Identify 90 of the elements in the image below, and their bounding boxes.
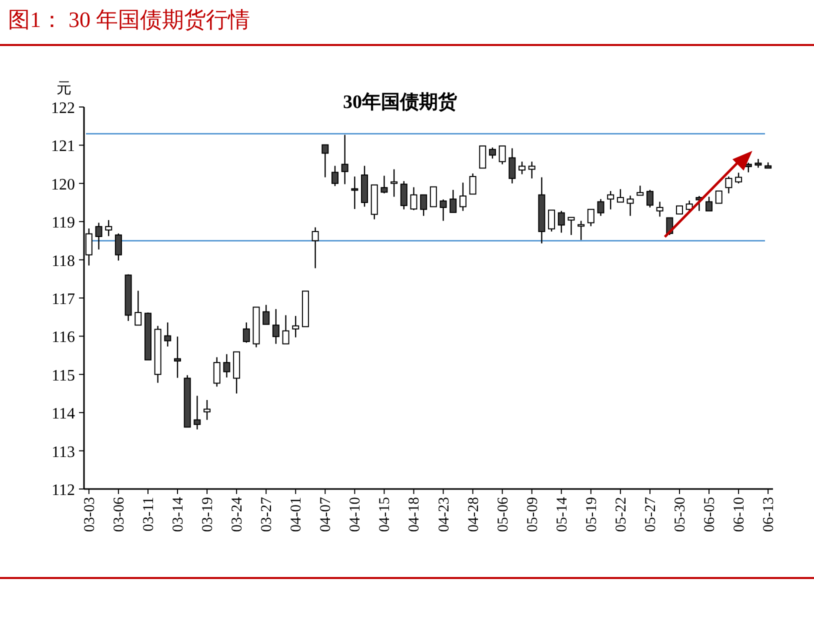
candlestick bbox=[390, 168, 398, 198]
y-tick-label: 117 bbox=[52, 291, 75, 308]
candlestick bbox=[459, 182, 466, 212]
x-tick-label: 06-10 bbox=[732, 497, 748, 532]
candlestick bbox=[706, 196, 713, 212]
candlestick bbox=[488, 146, 496, 160]
y-tick-label: 118 bbox=[52, 252, 75, 270]
candlestick bbox=[351, 176, 358, 210]
y-tick-label: 114 bbox=[52, 406, 75, 423]
x-tick-label: 05-27 bbox=[642, 496, 659, 532]
candlestick bbox=[587, 208, 594, 227]
y-tick-label: 121 bbox=[51, 138, 75, 156]
candlestick bbox=[292, 315, 300, 338]
x-tick-label: 04-01 bbox=[288, 497, 305, 532]
x-tick-label: 03-11 bbox=[140, 497, 157, 532]
candlestick bbox=[646, 189, 654, 208]
candlestick bbox=[430, 186, 437, 208]
candlestick bbox=[95, 222, 102, 250]
x-tick-label: 05-19 bbox=[584, 497, 600, 532]
x-tick-label: 05-06 bbox=[495, 496, 512, 532]
candlestick bbox=[204, 399, 211, 420]
y-tick-label: 115 bbox=[52, 367, 75, 384]
candlestick bbox=[242, 322, 250, 344]
candlestick bbox=[400, 180, 408, 210]
x-tick-label: 04-28 bbox=[466, 497, 482, 532]
candlestick bbox=[174, 336, 182, 378]
candlestick bbox=[272, 308, 280, 344]
candlestick bbox=[312, 226, 319, 269]
candlestick bbox=[715, 190, 722, 204]
chart-title: 图1： 30 年国债期货行情 bbox=[8, 7, 250, 32]
x-tick-label: 06-05 bbox=[702, 497, 718, 532]
y-tick-label: 113 bbox=[52, 444, 75, 461]
candlestick bbox=[380, 175, 388, 194]
x-tick-label: 03-27 bbox=[259, 496, 276, 532]
candlestick bbox=[194, 395, 201, 430]
candlestick bbox=[558, 210, 565, 234]
y-tick-label: 119 bbox=[52, 214, 75, 232]
candlestick bbox=[518, 161, 526, 175]
candlestick bbox=[114, 232, 122, 262]
y-tick-label: 112 bbox=[52, 482, 75, 499]
x-tick-label: 04-07 bbox=[318, 496, 334, 532]
candlestick bbox=[410, 186, 418, 211]
y-axis-title: 元 bbox=[56, 81, 72, 97]
candlestick bbox=[626, 195, 634, 216]
candlestick bbox=[469, 172, 476, 195]
candlestick bbox=[548, 210, 556, 232]
x-tick-label: 03-19 bbox=[200, 497, 216, 532]
candlestick bbox=[656, 201, 664, 218]
candlestick bbox=[528, 161, 536, 180]
x-tick-label: 06-13 bbox=[761, 497, 778, 532]
candlestick bbox=[322, 144, 329, 178]
candlestick bbox=[479, 145, 486, 169]
candlestick bbox=[420, 194, 428, 216]
candlestick bbox=[134, 290, 142, 326]
candlestick bbox=[607, 190, 614, 210]
x-tick-label: 05-14 bbox=[554, 496, 570, 532]
candlestick bbox=[341, 134, 348, 185]
candlestick bbox=[213, 356, 220, 388]
candlestick bbox=[597, 198, 604, 216]
candlestick bbox=[725, 176, 732, 194]
candlestick bbox=[440, 198, 447, 222]
x-tick-label: 04-15 bbox=[377, 497, 394, 532]
candlestick bbox=[498, 145, 506, 165]
y-tick-label: 122 bbox=[51, 100, 75, 117]
candlestick bbox=[578, 220, 585, 241]
candlestick bbox=[616, 188, 624, 203]
candlestick bbox=[262, 304, 270, 325]
chart-subtitle: 30年国债期货 bbox=[343, 91, 458, 113]
x-tick-label: 05-30 bbox=[672, 497, 688, 532]
x-tick-label: 03-03 bbox=[82, 497, 98, 532]
candlestick bbox=[735, 172, 742, 184]
y-tick-label: 116 bbox=[52, 329, 75, 346]
x-tick-label: 05-22 bbox=[613, 497, 630, 532]
x-tick-label: 04-10 bbox=[348, 497, 364, 532]
x-tick-label: 04-23 bbox=[436, 497, 452, 532]
x-tick-label: 05-09 bbox=[524, 497, 541, 532]
candlestick bbox=[105, 219, 112, 237]
candlestick bbox=[223, 354, 230, 378]
candlestick bbox=[568, 216, 575, 236]
candlestick bbox=[450, 189, 457, 214]
candlestick bbox=[508, 148, 516, 184]
candlestick bbox=[164, 322, 172, 348]
x-tick-label: 04-18 bbox=[406, 497, 423, 532]
candlestick bbox=[636, 185, 644, 196]
candlestick bbox=[282, 314, 290, 344]
x-tick-label: 03-24 bbox=[230, 496, 246, 532]
y-tick-label: 120 bbox=[51, 176, 75, 194]
x-tick-label: 03-06 bbox=[111, 496, 128, 532]
x-tick-label: 03-14 bbox=[170, 496, 187, 532]
candlestick bbox=[331, 165, 338, 187]
